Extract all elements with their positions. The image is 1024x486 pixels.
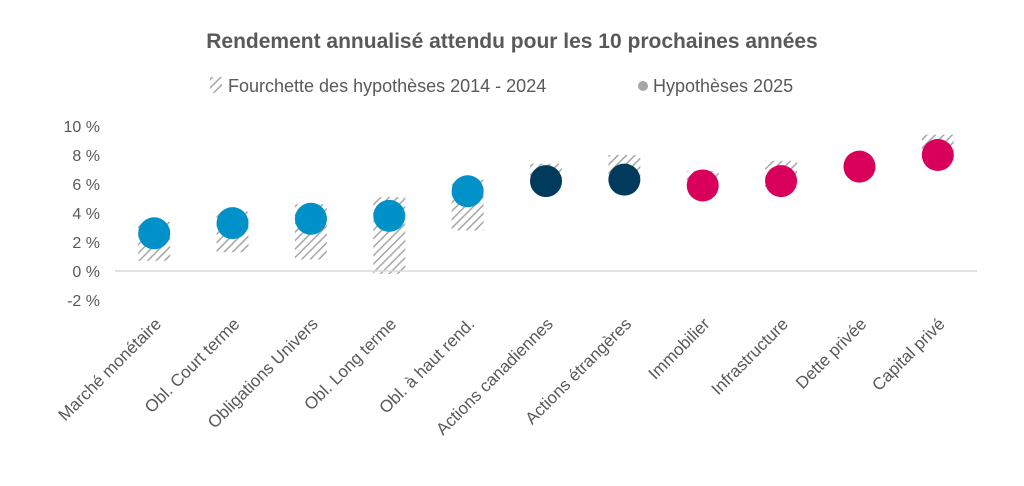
point-2025 — [373, 199, 406, 232]
legend-2025-label: Hypothèses 2025 — [653, 76, 793, 96]
x-category-label: Capital privé — [868, 314, 948, 394]
points-2025 — [138, 139, 954, 250]
point-2025 — [608, 163, 641, 196]
point-2025 — [451, 175, 484, 208]
legend-range-label: Fourchette des hypothèses 2014 - 2024 — [228, 76, 546, 96]
y-tick-label: 10 % — [64, 119, 100, 136]
legend-range-swatch — [210, 77, 222, 93]
y-axis: 10 % 8 % 6 % 4 % 2 % 0 % -2 % — [64, 119, 100, 310]
point-2025 — [843, 150, 876, 183]
x-category-label: Immobilier — [645, 314, 714, 383]
y-tick-label: 0 % — [72, 264, 100, 281]
point-2025 — [138, 217, 171, 250]
point-2025 — [686, 169, 719, 202]
y-tick-label: 4 % — [72, 206, 100, 223]
y-tick-label: 8 % — [72, 148, 100, 165]
point-2025 — [765, 165, 798, 198]
y-tick-label: 6 % — [72, 177, 100, 194]
point-2025 — [921, 139, 954, 171]
x-category-label: Infrastructure — [708, 314, 792, 398]
point-2025 — [216, 207, 249, 240]
legend: Fourchette des hypothèses 2014 - 2024 Hy… — [210, 76, 793, 96]
legend-dot-icon — [638, 81, 648, 91]
point-2025 — [530, 165, 562, 198]
range-bars — [138, 134, 954, 274]
y-tick-label: 2 % — [72, 235, 100, 252]
y-tick-label: -2 % — [67, 293, 100, 310]
x-category-label: Dette privée — [792, 314, 870, 392]
point-2025 — [294, 202, 327, 235]
chart-title: Rendement annualisé attendu pour les 10 … — [206, 30, 818, 53]
